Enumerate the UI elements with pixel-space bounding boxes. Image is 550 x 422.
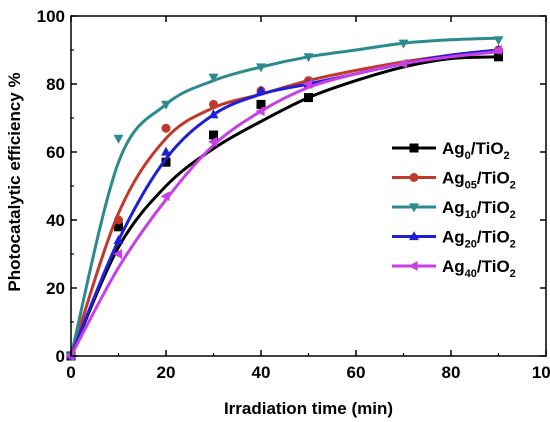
legend-label: Ag0/TiO2 [442, 139, 510, 162]
data-point [303, 53, 314, 63]
legend: Ag0/TiO2 Ag05/TiO2 Ag10/TiO2 Ag20/TiO2 Ag40/… [392, 139, 516, 280]
series-40 [65, 45, 503, 361]
legend-label: Ag10/TiO2 [442, 198, 516, 221]
x-tick-label: 20 [157, 363, 176, 382]
legend-item-40: Ag40/TiO2 [392, 257, 516, 280]
data-point [65, 351, 75, 361]
series-line [69, 48, 499, 357]
data-point [256, 85, 266, 95]
data-point [161, 123, 171, 133]
legend-label: Ag05/TiO2 [442, 169, 516, 192]
data-point [208, 73, 219, 83]
data-point [161, 100, 171, 110]
data-point [208, 109, 219, 119]
data-point [208, 136, 218, 147]
data-point [113, 235, 124, 244]
legend-label: Ag40/TiO2 [442, 257, 516, 280]
y-tick-label: 0 [56, 347, 65, 366]
data-point [256, 99, 266, 109]
data-point [161, 146, 171, 156]
legend-marker [409, 173, 419, 182]
data-point [209, 130, 218, 140]
data-point [255, 106, 265, 117]
axes [70, 15, 547, 357]
data-point [113, 249, 123, 259]
y-tick-label: 60 [46, 143, 65, 162]
legend-marker [409, 203, 419, 213]
legend-label: Ag20/TiO2 [442, 228, 516, 251]
y-axis-label: Photocatalytic efficiency % [5, 72, 24, 291]
data-point [113, 134, 124, 144]
series-line [69, 50, 499, 357]
data-point [398, 39, 409, 49]
x-tick-label: 0 [66, 363, 75, 382]
series-10 [66, 36, 504, 362]
data-point [256, 63, 266, 73]
legend-marker [409, 231, 419, 241]
y-tick-label: 40 [46, 211, 65, 230]
data-point [304, 93, 313, 103]
series-05 [66, 45, 503, 361]
x-tick-label: 40 [252, 363, 271, 382]
data-point [494, 52, 503, 62]
data-point [303, 79, 313, 89]
data-point [398, 58, 408, 69]
data-point [114, 215, 123, 225]
legend-item-10: Ag10/TiO2 [392, 198, 516, 221]
legend-marker [408, 261, 418, 271]
x-axis-label: Irradiation time (min) [224, 399, 393, 418]
legend-item-20: Ag20/TiO2 [392, 228, 516, 251]
x-tick-label: 60 [347, 363, 366, 382]
legend-item-0: Ag0/TiO2 [392, 139, 510, 162]
legend-marker [409, 143, 419, 153]
data-point [493, 36, 504, 46]
y-tick-label: 20 [46, 279, 65, 298]
legend-item-05: Ag05/TiO2 [392, 169, 516, 192]
series-20 [66, 44, 504, 360]
x-tick-label: 100 [532, 363, 550, 382]
series-line [69, 55, 499, 357]
plot-area [65, 36, 504, 362]
series-line [69, 48, 499, 357]
data-point [209, 99, 218, 109]
y-tick-label: 100 [37, 7, 65, 26]
data-point [160, 191, 170, 202]
y-tick-label: 80 [46, 75, 65, 94]
tick-labels: 0 20 40 60 80 100 0 20 40 60 80 100 [37, 7, 550, 382]
x-tick-label: 80 [442, 363, 461, 382]
data-point [493, 45, 503, 55]
data-point [114, 222, 123, 232]
data-point [161, 157, 171, 167]
